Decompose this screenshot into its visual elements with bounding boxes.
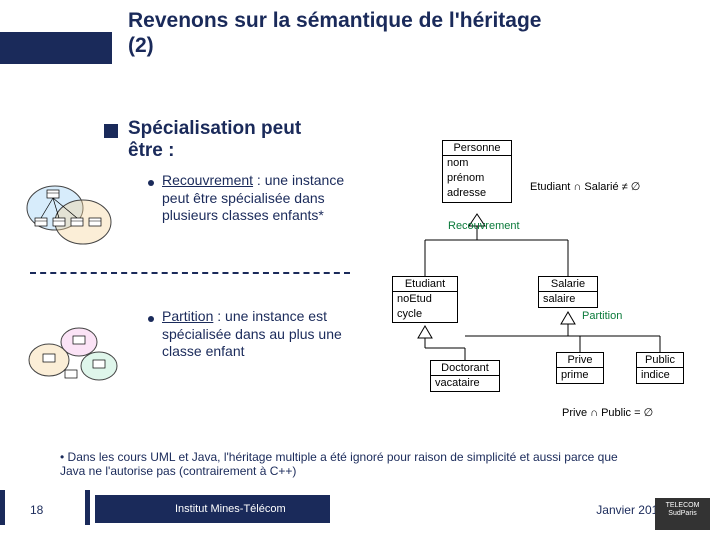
- uml-etudiant-attr0: noEtud: [393, 292, 457, 307]
- slide-title: Revenons sur la sémantique de l'héritage…: [128, 8, 541, 58]
- sub1-title: Recouvrement: [162, 172, 253, 188]
- uml-personne-attr0: nom: [443, 156, 511, 171]
- uml-public-attr0: indice: [637, 368, 683, 383]
- uml-etudiant: Etudiant noEtud cycle: [392, 276, 458, 323]
- telecom-logo: TELECOM SudParis: [655, 498, 710, 530]
- constraint-1: Etudiant ∩ Salarié ≠ ∅: [530, 180, 640, 193]
- page-number: 18: [30, 503, 43, 517]
- venn-overlap-icon: [25, 180, 115, 250]
- title-line1: Revenons sur la sémantique de l'héritage: [128, 9, 541, 32]
- deco-bar-footer-left: [0, 490, 5, 525]
- uml-doctorant-name: Doctorant: [431, 361, 499, 376]
- deco-bar-footer-mid: [85, 490, 90, 525]
- footer-institution: Institut Mines-Télécom: [175, 503, 286, 515]
- uml-public: Public indice: [636, 352, 684, 384]
- uml-personne: Personne nom prénom adresse: [442, 140, 512, 203]
- uml-etudiant-attr1: cycle: [393, 307, 457, 322]
- uml-personne-attr2: adresse: [443, 186, 511, 201]
- uml-prive-attr0: prime: [557, 368, 603, 383]
- dashed-separator: [30, 272, 350, 274]
- sub-bullet-dot-1: [148, 180, 154, 186]
- uml-salarie-name: Salarie: [539, 277, 597, 292]
- sub-bullet-1: Recouvrement : une instance peut être sp…: [162, 172, 372, 225]
- uml-public-name: Public: [637, 353, 683, 368]
- uml-salarie: Salarie salaire: [538, 276, 598, 308]
- venn-partition-icon: [25, 320, 125, 390]
- uml-prive-name: Prive: [557, 353, 603, 368]
- label-partition: Partition: [582, 310, 622, 322]
- uml-etudiant-name: Etudiant: [393, 277, 457, 292]
- bullet-square: [104, 124, 118, 138]
- uml-personne-attr1: prénom: [443, 171, 511, 186]
- sub-bullet-2: Partition : une instance est spécialisée…: [162, 308, 372, 361]
- uml-salarie-attr0: salaire: [539, 292, 597, 307]
- main-bullet: Spécialisation peut être :: [128, 118, 301, 162]
- constraint-2: Prive ∩ Public = ∅: [562, 406, 653, 419]
- main-bullet-l2: être :: [128, 140, 174, 161]
- uml-prive: Prive prime: [556, 352, 604, 384]
- uml-doctorant-attr0: vacataire: [431, 376, 499, 391]
- sub-bullet-dot-2: [148, 316, 154, 322]
- main-bullet-l1: Spécialisation peut: [128, 118, 301, 139]
- logo-text: TELECOM SudParis: [666, 502, 700, 517]
- uml-doctorant: Doctorant vacataire: [430, 360, 500, 392]
- deco-bar-title: [0, 32, 112, 64]
- label-recouvrement: Recouvrement: [448, 220, 520, 232]
- sub2-title: Partition: [162, 308, 213, 324]
- title-line2: (2): [128, 34, 154, 57]
- uml-personne-name: Personne: [443, 141, 511, 156]
- footnote: • Dans les cours UML et Java, l'héritage…: [60, 450, 620, 478]
